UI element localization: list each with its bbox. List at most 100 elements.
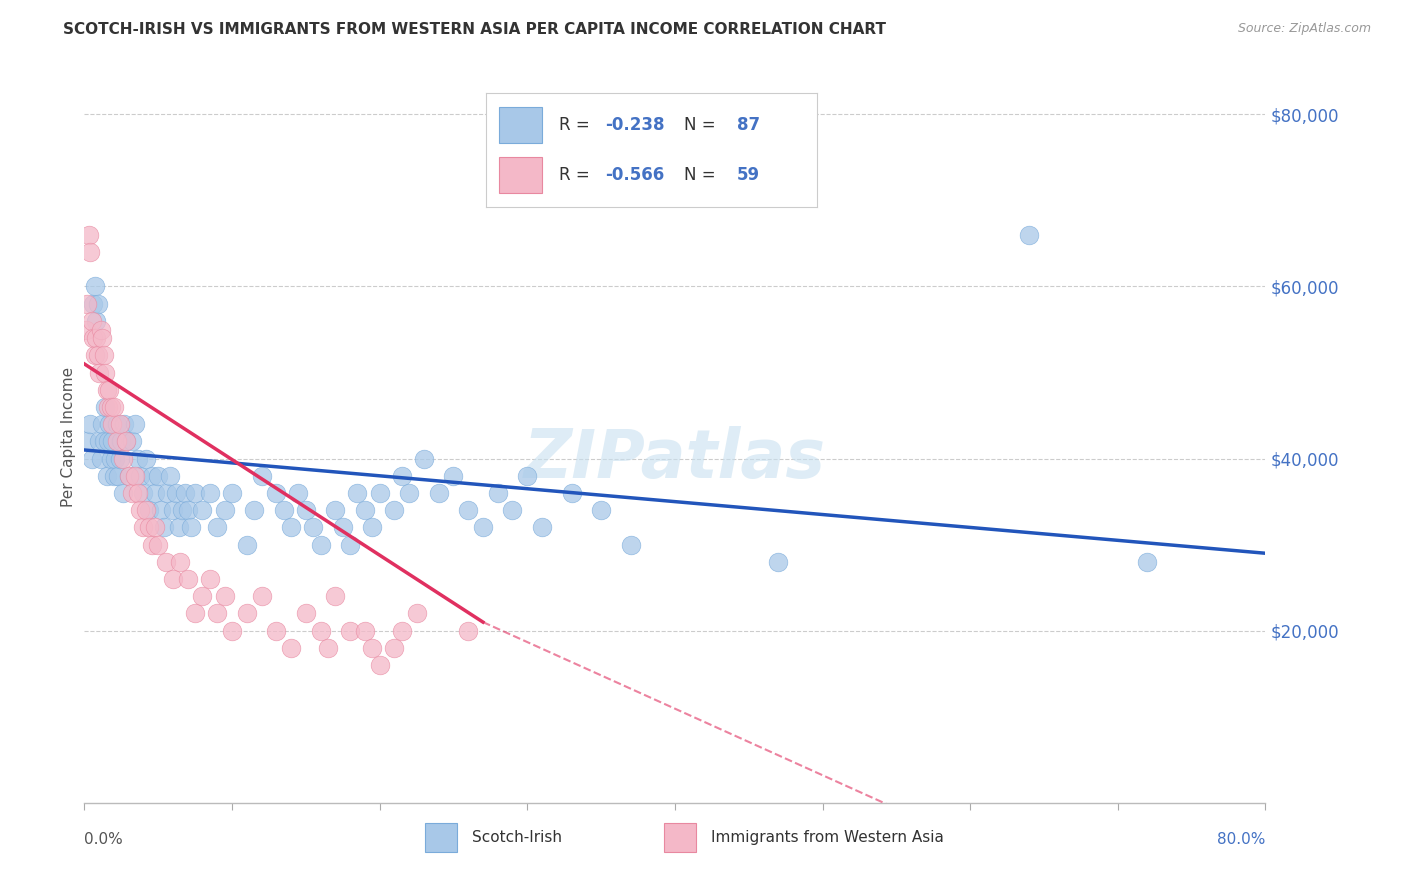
Point xyxy=(457,624,479,638)
Point xyxy=(141,538,163,552)
Point xyxy=(82,331,104,345)
Point xyxy=(382,503,406,517)
Point xyxy=(266,486,288,500)
Point xyxy=(191,503,214,517)
Point xyxy=(80,314,103,328)
Point xyxy=(198,486,221,500)
Point xyxy=(405,607,427,621)
Point xyxy=(159,468,181,483)
Point xyxy=(516,468,538,483)
Point xyxy=(191,589,214,603)
Point xyxy=(79,417,101,432)
Point xyxy=(221,486,243,500)
Point xyxy=(98,417,121,432)
Point xyxy=(135,451,157,466)
Point xyxy=(620,538,643,552)
Point xyxy=(77,227,100,242)
Point xyxy=(382,640,406,655)
Point xyxy=(243,503,266,517)
Point xyxy=(339,624,361,638)
Point xyxy=(132,486,155,500)
Point xyxy=(118,468,141,483)
Point xyxy=(114,434,136,449)
Point xyxy=(94,400,117,414)
Point xyxy=(100,400,122,414)
Point xyxy=(143,520,166,534)
Point xyxy=(162,503,184,517)
Point xyxy=(143,486,166,500)
Point xyxy=(104,451,127,466)
Point xyxy=(280,520,302,534)
Point xyxy=(118,468,141,483)
Point xyxy=(148,538,170,552)
Point xyxy=(124,417,146,432)
Point xyxy=(472,520,495,534)
Point xyxy=(141,468,163,483)
Point xyxy=(184,486,207,500)
Point xyxy=(427,486,450,500)
Point xyxy=(121,434,143,449)
Point xyxy=(129,503,152,517)
Point xyxy=(91,331,114,345)
Point xyxy=(100,451,122,466)
Point xyxy=(129,468,152,483)
Point xyxy=(90,322,112,336)
Point xyxy=(287,486,309,500)
Point xyxy=(96,468,118,483)
Point xyxy=(138,503,160,517)
Text: ZIPatlas: ZIPatlas xyxy=(524,426,825,492)
Point xyxy=(214,503,236,517)
Point xyxy=(93,348,115,362)
Point xyxy=(124,468,146,483)
Text: 0.0%: 0.0% xyxy=(84,832,124,847)
Point xyxy=(127,486,149,500)
Point xyxy=(1136,555,1159,569)
Point xyxy=(214,589,236,603)
Point xyxy=(101,417,124,432)
Point xyxy=(93,434,115,449)
Point xyxy=(309,538,332,552)
Point xyxy=(96,383,118,397)
Point xyxy=(98,383,121,397)
Point xyxy=(82,296,104,310)
Point xyxy=(207,607,229,621)
Point xyxy=(148,468,170,483)
Point xyxy=(107,468,129,483)
Point xyxy=(112,417,135,432)
Point xyxy=(302,520,325,534)
Point xyxy=(221,624,243,638)
Point xyxy=(103,400,125,414)
Point xyxy=(132,520,155,534)
Point xyxy=(236,538,259,552)
Text: 80.0%: 80.0% xyxy=(1218,832,1265,847)
Point xyxy=(295,503,318,517)
Point xyxy=(79,245,101,260)
Point xyxy=(177,503,200,517)
Point xyxy=(398,486,420,500)
Point xyxy=(111,486,134,500)
Point xyxy=(101,434,124,449)
Point xyxy=(273,503,295,517)
Point xyxy=(250,589,273,603)
Point xyxy=(316,640,339,655)
Point xyxy=(105,417,128,432)
Point xyxy=(97,434,120,449)
Point xyxy=(75,322,97,336)
Point xyxy=(354,503,377,517)
Point xyxy=(561,486,583,500)
Point xyxy=(325,589,347,603)
Point xyxy=(83,348,105,362)
Point xyxy=(325,503,347,517)
Point xyxy=(236,607,259,621)
Point xyxy=(768,555,790,569)
Point xyxy=(94,366,117,380)
Point xyxy=(391,624,413,638)
Point xyxy=(76,434,98,449)
Point xyxy=(391,468,413,483)
Point xyxy=(501,503,523,517)
Point xyxy=(250,468,273,483)
Point xyxy=(198,572,221,586)
Point xyxy=(84,331,107,345)
Point xyxy=(443,468,465,483)
Point xyxy=(114,434,136,449)
